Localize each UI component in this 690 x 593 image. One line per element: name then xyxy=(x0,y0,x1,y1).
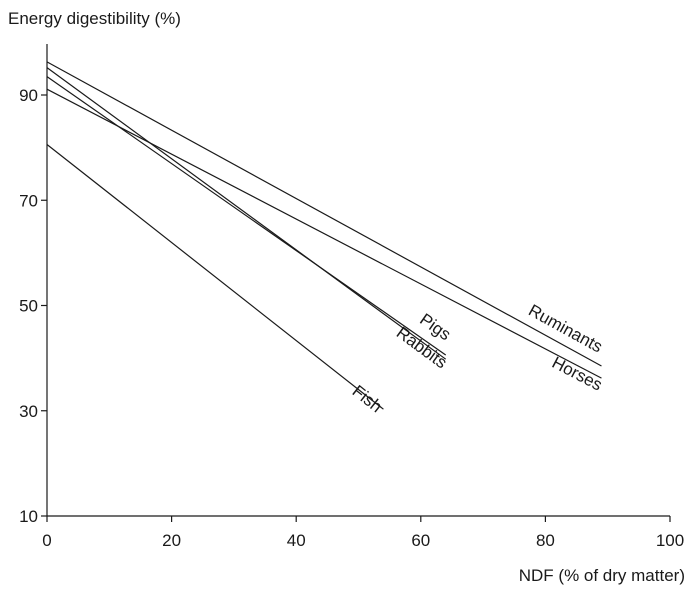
series-line-pigs xyxy=(46,76,447,356)
series-label-ruminants: Ruminants xyxy=(525,301,605,357)
x-tick-label: 100 xyxy=(656,531,684,550)
x-tick-label: 20 xyxy=(162,531,181,550)
y-tick-label: 50 xyxy=(19,297,38,316)
series-lines xyxy=(46,61,602,410)
x-tick-label: 80 xyxy=(536,531,555,550)
series-label-horses: Horses xyxy=(549,353,606,395)
series-line-horses xyxy=(46,88,602,379)
series-line-rabbits xyxy=(46,67,447,360)
y-tick-label: 90 xyxy=(19,86,38,105)
x-tick-label: 40 xyxy=(287,531,306,550)
y-tick-label: 70 xyxy=(19,191,38,210)
y-tick-label: 10 xyxy=(19,507,38,526)
x-tick-label: 60 xyxy=(411,531,430,550)
series-line-ruminants xyxy=(46,61,602,367)
axes: 10 30 50 70 90 0 20 40 60 80 100 xyxy=(19,44,684,550)
x-axis-label: NDF (% of dry matter) xyxy=(519,566,685,585)
x-tick-label: 0 xyxy=(42,531,51,550)
y-tick-label: 30 xyxy=(19,402,38,421)
series-line-fish xyxy=(46,143,384,410)
y-axis-label: Energy digestibility (%) xyxy=(8,9,181,28)
